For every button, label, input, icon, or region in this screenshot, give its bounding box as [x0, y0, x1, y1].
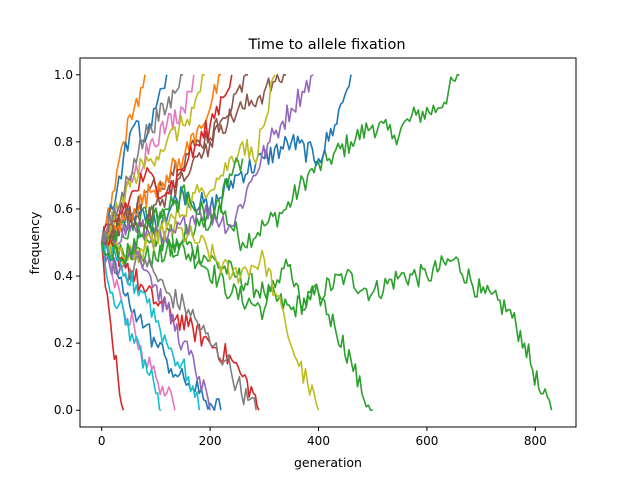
y-tick-label: 0.8 — [54, 135, 73, 149]
series-line-19 — [100, 235, 211, 411]
series-line-14 — [100, 242, 162, 411]
x-axis-ticks: 0 200 400 600 800 — [98, 427, 547, 448]
series-line-24 — [100, 74, 183, 243]
series-line-3 — [101, 222, 373, 411]
series-line-8 — [100, 74, 276, 266]
x-axis-label: generation — [294, 455, 362, 470]
series-line-2 — [100, 235, 553, 411]
series-line-23 — [100, 74, 233, 243]
chart-title: Time to allele fixation — [247, 37, 405, 53]
y-axis-label: frequency — [27, 211, 42, 274]
x-tick-label: 200 — [199, 434, 222, 448]
series-line-21 — [101, 74, 248, 246]
plot-frame — [79, 57, 577, 428]
series-line-6 — [100, 74, 314, 248]
y-tick-label: 0.2 — [54, 336, 73, 350]
x-tick-label: 600 — [415, 434, 438, 448]
y-tick-label: 0.4 — [54, 269, 73, 283]
series-line-15 — [100, 242, 125, 411]
y-tick-label: 0.6 — [54, 202, 73, 216]
series-line-17 — [100, 74, 168, 243]
y-tick-label: 1.0 — [54, 68, 73, 82]
x-tick-label: 800 — [524, 434, 547, 448]
y-tick-label: 0.0 — [54, 403, 73, 417]
series-line-20 — [100, 237, 201, 411]
series-line-4 — [101, 74, 352, 244]
x-tick-label: 400 — [307, 434, 330, 448]
x-tick-label: 0 — [98, 434, 106, 448]
series-line-9 — [100, 232, 260, 411]
series-line-25 — [100, 157, 244, 266]
y-axis-ticks: 0.0 0.2 0.4 0.6 0.8 1.0 — [54, 68, 80, 417]
series-line-13 — [100, 242, 176, 411]
series-line-11 — [101, 74, 221, 249]
series-layer — [100, 74, 553, 411]
